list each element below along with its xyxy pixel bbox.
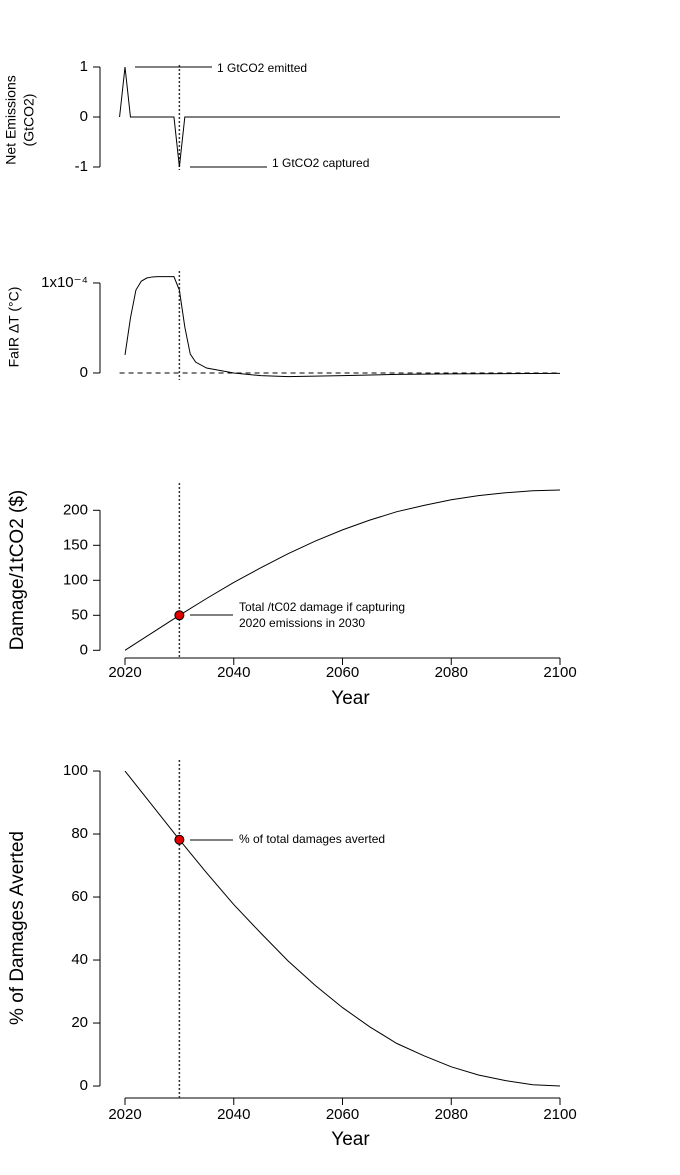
y-tick-label: 80 (71, 825, 88, 842)
annotation: % of total damages averted (239, 832, 385, 846)
y-tick-label: 200 (63, 501, 88, 518)
x-tick-label: 2040 (217, 664, 250, 681)
x-tick-label: 2020 (108, 664, 141, 681)
highlight-point (174, 834, 185, 845)
x-tick-label: 2100 (543, 664, 576, 681)
annotation: 1 GtCO2 captured (272, 156, 369, 170)
y-axis-title: Damage/1tCO2 ($) (7, 490, 28, 651)
y-tick-label: 0 (80, 108, 88, 125)
x-tick-label: 2080 (435, 664, 468, 681)
y-tick-label: 0 (80, 641, 88, 658)
x-tick-label: 2040 (217, 1106, 250, 1123)
y-tick-label: 1x10⁻⁴ (41, 274, 88, 291)
y-tick-label: -1 (75, 158, 88, 175)
x-tick-label: 2060 (326, 1106, 359, 1123)
x-tick-label: 2100 (543, 1106, 576, 1123)
data-line (124, 276, 561, 378)
data-line (119, 66, 560, 168)
y-axis-title: FaIR ΔT (°C) (6, 287, 22, 368)
data-line (124, 770, 561, 1087)
y-tick-label: 20 (71, 1014, 88, 1031)
y-axis-title: Net Emissions (3, 75, 19, 164)
y-tick-label: 50 (71, 606, 88, 623)
annotation: 1 GtCO2 emitted (217, 61, 307, 75)
highlight-point (174, 610, 185, 621)
y-tick-label: 100 (63, 762, 88, 779)
y-tick-label: 100 (63, 571, 88, 588)
y-axis-title: (GtCO2) (21, 94, 37, 147)
y-tick-label: 150 (63, 536, 88, 553)
y-axis-title: % of Damages Averted (7, 831, 28, 1025)
y-tick-label: 1 (80, 58, 88, 75)
annotation: Total /tC02 damage if capturing (239, 600, 405, 614)
y-tick-label: 0 (80, 1077, 88, 1094)
x-tick-label: 2080 (435, 1106, 468, 1123)
y-tick-label: 0 (80, 364, 88, 381)
x-axis-title: Year (331, 688, 370, 709)
y-tick-label: 40 (71, 951, 88, 968)
annotation: 2020 emissions in 2030 (239, 616, 365, 630)
data-line (124, 489, 561, 651)
x-tick-label: 2020 (108, 1106, 141, 1123)
x-axis-title: Year (331, 1129, 370, 1150)
x-tick-label: 2060 (326, 664, 359, 681)
y-tick-label: 60 (71, 888, 88, 905)
